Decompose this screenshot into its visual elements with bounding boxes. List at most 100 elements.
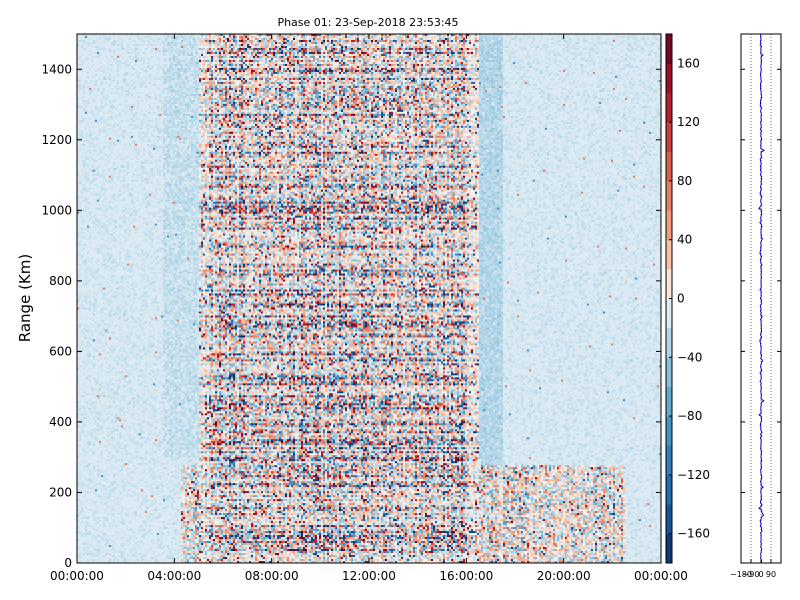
heatmap-cell <box>359 36 361 38</box>
heatmap-cell <box>193 40 195 42</box>
heatmap-cell <box>141 44 143 46</box>
heatmap-cell <box>323 50 325 52</box>
heatmap-cell <box>183 54 185 56</box>
heatmap-cell <box>633 54 635 56</box>
heatmap-cell <box>497 48 499 50</box>
heatmap-cell <box>335 40 337 42</box>
heatmap-cell <box>375 50 377 52</box>
heatmap-cell <box>89 42 91 44</box>
heatmap-cell <box>415 40 417 42</box>
heatmap-cell <box>615 38 617 40</box>
heatmap-cell <box>311 48 313 50</box>
heatmap-cell <box>547 46 549 48</box>
heatmap-cell <box>483 42 485 44</box>
heatmap-cell <box>85 42 87 44</box>
heatmap-cell <box>437 56 439 58</box>
heatmap-cell <box>265 44 267 46</box>
heatmap-cell <box>559 40 561 42</box>
heatmap-cell <box>281 42 283 44</box>
heatmap-cell <box>649 38 655 40</box>
heatmap-cell <box>303 42 305 44</box>
heatmap-cell <box>215 50 217 52</box>
heatmap-cell <box>165 36 167 38</box>
heatmap-cell <box>171 54 173 56</box>
heatmap-cell <box>463 36 465 38</box>
heatmap-cell <box>455 42 457 44</box>
heatmap-cell <box>231 36 233 38</box>
heatmap-cell <box>357 46 359 48</box>
heatmap-cell <box>373 44 375 46</box>
heatmap-cell <box>215 54 217 56</box>
heatmap-cell <box>173 50 175 52</box>
heatmap-cell <box>471 56 473 58</box>
chart-title: Phase 01: 23-Sep-2018 23:53:45 <box>277 16 458 29</box>
heatmap-cell <box>167 40 169 42</box>
heatmap-cell <box>223 54 225 56</box>
heatmap-cell <box>245 50 247 52</box>
heatmap-cell <box>385 56 387 58</box>
heatmap-cell <box>481 44 483 46</box>
heatmap-cell <box>385 50 387 52</box>
heatmap-cell <box>385 38 387 40</box>
heatmap-cell <box>605 52 613 54</box>
heatmap-cell <box>461 42 463 44</box>
heatmap-cell <box>415 38 417 40</box>
heatmap-cell <box>269 38 271 40</box>
heatmap-cell <box>427 44 429 46</box>
heatmap-cell <box>503 42 509 44</box>
heatmap-cell <box>619 36 621 38</box>
heatmap-cell <box>363 36 365 38</box>
heatmap-cell <box>203 44 205 46</box>
heatmap-cell <box>233 54 235 56</box>
heatmap-cell <box>137 46 163 48</box>
heatmap-cell <box>391 46 393 48</box>
heatmap-cell <box>495 50 497 52</box>
heatmap-cell <box>283 40 285 42</box>
heatmap-cell <box>405 56 407 58</box>
heatmap-cell <box>93 42 95 44</box>
heatmap-cell <box>229 54 231 56</box>
heatmap-cell <box>381 44 383 46</box>
heatmap-cell <box>219 44 221 46</box>
heatmap-cell <box>99 36 101 38</box>
heatmap-cell <box>379 36 381 38</box>
heatmap-cell <box>439 36 441 38</box>
heatmap-cell <box>243 46 245 48</box>
heatmap-cell <box>485 40 487 42</box>
heatmap-cell <box>587 52 589 54</box>
heatmap-cell <box>491 54 493 56</box>
heatmap-cell <box>175 52 177 54</box>
heatmap-cell <box>355 38 357 40</box>
heatmap-cell <box>425 40 427 42</box>
heatmap-cell <box>451 46 453 48</box>
heatmap-cell <box>503 40 505 42</box>
heatmap-cell <box>655 52 657 54</box>
heatmap-cell <box>497 44 499 46</box>
heatmap-cell <box>307 36 309 38</box>
heatmap-cell <box>339 50 341 52</box>
heatmap-cell <box>299 52 301 54</box>
heatmap-cell <box>469 40 471 42</box>
heatmap-cell <box>467 56 469 58</box>
heatmap-cell <box>515 52 527 54</box>
heatmap-cell <box>91 52 93 54</box>
heatmap-cell <box>111 36 117 38</box>
heatmap-cell <box>349 46 351 48</box>
heatmap-cell <box>501 36 503 38</box>
heatmap-cell <box>619 44 621 46</box>
heatmap-cell <box>275 48 277 50</box>
heatmap-cell <box>523 48 525 50</box>
heatmap-cell <box>333 56 335 58</box>
heatmap-plot: 00:00:00 04:00:00 08:00:00 12:00:00 16:00:00… <box>41 34 688 583</box>
heatmap-cell <box>243 56 245 58</box>
heatmap-cell <box>255 56 257 58</box>
heatmap-cell <box>97 56 99 58</box>
heatmap-cell <box>235 44 237 46</box>
heatmap-cell <box>363 38 365 40</box>
heatmap-cell <box>657 46 659 48</box>
heatmap-cell <box>325 46 327 48</box>
heatmap-cell <box>313 38 315 40</box>
heatmap-cell <box>365 52 367 54</box>
heatmap-cell <box>197 40 199 42</box>
heatmap-cell <box>435 36 437 38</box>
